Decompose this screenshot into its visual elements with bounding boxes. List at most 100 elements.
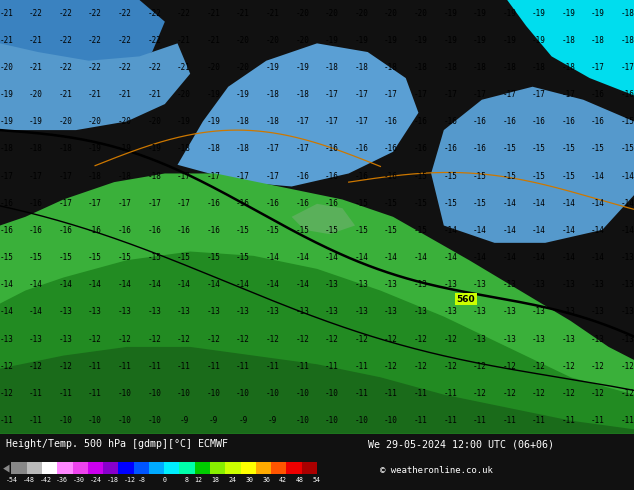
Text: -14: -14 — [532, 253, 546, 262]
Text: -14: -14 — [562, 253, 576, 262]
Text: -13: -13 — [443, 280, 457, 289]
Text: -18: -18 — [443, 63, 457, 72]
Text: -13: -13 — [532, 335, 546, 343]
Text: -16: -16 — [88, 226, 102, 235]
Text: -22: -22 — [118, 36, 132, 45]
Text: -17: -17 — [325, 117, 339, 126]
Text: -19: -19 — [88, 145, 102, 153]
Bar — [164, 462, 179, 474]
Text: -17: -17 — [443, 90, 457, 99]
Text: -16: -16 — [325, 199, 339, 208]
Text: -22: -22 — [88, 63, 102, 72]
Text: -20: -20 — [118, 117, 132, 126]
Text: -11: -11 — [591, 416, 605, 425]
Text: -14: -14 — [295, 280, 309, 289]
Bar — [27, 462, 42, 474]
Text: -9: -9 — [268, 416, 277, 425]
Text: -36: -36 — [56, 477, 68, 483]
Text: -10: -10 — [88, 416, 102, 425]
Text: -18: -18 — [29, 145, 43, 153]
Text: -14: -14 — [413, 253, 427, 262]
Text: -15: -15 — [58, 253, 72, 262]
Polygon shape — [3, 465, 10, 472]
Text: -20: -20 — [354, 8, 368, 18]
Text: -14: -14 — [562, 226, 576, 235]
Text: -22: -22 — [29, 8, 43, 18]
Bar — [241, 462, 256, 474]
Text: -12: -12 — [591, 362, 605, 371]
Text: -19: -19 — [29, 117, 43, 126]
Text: -11: -11 — [413, 389, 427, 398]
Text: 18: 18 — [211, 477, 219, 483]
Text: -10: -10 — [118, 416, 132, 425]
Text: -15: -15 — [207, 253, 221, 262]
Text: -16: -16 — [384, 172, 398, 180]
Text: -19: -19 — [562, 8, 576, 18]
Text: -14: -14 — [29, 307, 43, 317]
Text: -10: -10 — [118, 389, 132, 398]
Text: -30: -30 — [74, 477, 86, 483]
Text: -21: -21 — [207, 36, 221, 45]
Text: -10: -10 — [177, 389, 191, 398]
Text: -12: -12 — [354, 335, 368, 343]
Text: -12: -12 — [236, 335, 250, 343]
Text: Height/Temp. 500 hPa [gdmp][°C] ECMWF: Height/Temp. 500 hPa [gdmp][°C] ECMWF — [6, 439, 228, 449]
Text: -21: -21 — [88, 90, 102, 99]
Polygon shape — [292, 204, 355, 234]
Text: -15: -15 — [502, 172, 516, 180]
Bar — [149, 462, 164, 474]
Bar — [225, 462, 241, 474]
Text: -48: -48 — [22, 477, 34, 483]
Text: -15: -15 — [0, 253, 13, 262]
Text: -12: -12 — [295, 335, 309, 343]
Text: -13: -13 — [562, 307, 576, 317]
Text: -20: -20 — [295, 8, 309, 18]
Text: -12: -12 — [502, 389, 516, 398]
Text: -11: -11 — [236, 362, 250, 371]
Text: -17: -17 — [207, 172, 221, 180]
Text: -16: -16 — [384, 117, 398, 126]
Text: -13: -13 — [473, 307, 487, 317]
Bar — [42, 462, 57, 474]
Text: -14: -14 — [177, 280, 191, 289]
Text: -17: -17 — [236, 172, 250, 180]
Text: -11: -11 — [88, 362, 102, 371]
Text: -13: -13 — [443, 307, 457, 317]
Text: -15: -15 — [147, 253, 161, 262]
Text: -20: -20 — [177, 90, 191, 99]
Text: -15: -15 — [413, 172, 427, 180]
Text: -19: -19 — [0, 90, 13, 99]
Text: -19: -19 — [473, 36, 487, 45]
Polygon shape — [0, 251, 634, 434]
Text: -17: -17 — [266, 145, 280, 153]
Text: -14: -14 — [58, 280, 72, 289]
Text: -14: -14 — [118, 280, 132, 289]
Text: -18: -18 — [473, 63, 487, 72]
Text: 0: 0 — [162, 477, 166, 483]
Text: -15: -15 — [354, 199, 368, 208]
Text: -11: -11 — [147, 362, 161, 371]
Text: 48: 48 — [296, 477, 304, 483]
Text: -10: -10 — [354, 416, 368, 425]
Bar — [119, 462, 134, 474]
Text: -15: -15 — [354, 226, 368, 235]
Text: -12: -12 — [413, 362, 427, 371]
Text: -22: -22 — [58, 63, 72, 72]
Text: -13: -13 — [147, 307, 161, 317]
Text: -12: -12 — [0, 389, 13, 398]
Text: -19: -19 — [502, 8, 516, 18]
Text: -20: -20 — [58, 117, 72, 126]
Text: -18: -18 — [354, 63, 368, 72]
Text: -13: -13 — [591, 307, 605, 317]
Text: -14: -14 — [591, 172, 605, 180]
Text: -14: -14 — [325, 253, 339, 262]
Text: -10: -10 — [295, 416, 309, 425]
Text: -13: -13 — [0, 335, 13, 343]
Text: -16: -16 — [443, 145, 457, 153]
Text: -15: -15 — [325, 226, 339, 235]
Text: -17: -17 — [0, 172, 13, 180]
Text: -13: -13 — [413, 307, 427, 317]
Text: -10: -10 — [147, 416, 161, 425]
Text: -16: -16 — [591, 117, 605, 126]
Polygon shape — [507, 0, 634, 96]
